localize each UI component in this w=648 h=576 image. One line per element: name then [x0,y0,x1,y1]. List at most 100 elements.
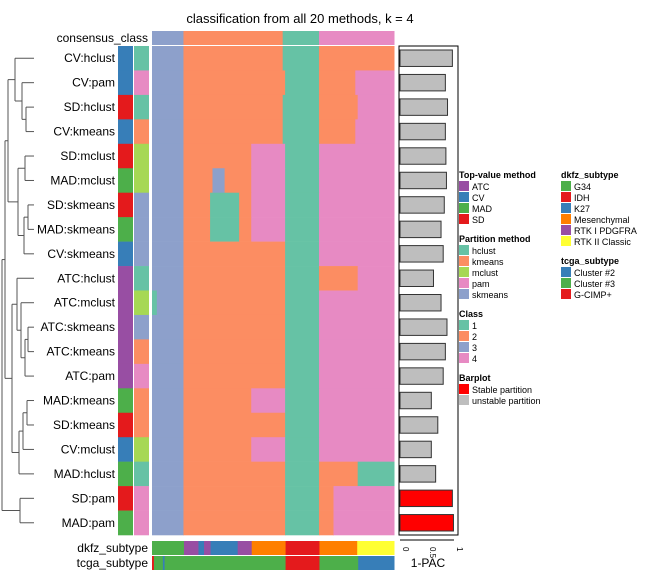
top-value-method-cell [118,70,133,96]
legend-item-label: skmeans [472,290,509,300]
legend-item-label: pam [472,279,490,289]
heatmap-cell [152,437,184,462]
heatmap-cell [318,363,395,389]
heatmap-cell [355,119,395,145]
legend-swatch [459,342,469,352]
legend-swatch [459,289,469,299]
pac-bar [399,489,453,508]
pac-bar [399,440,432,459]
legend-swatch [561,236,571,246]
heatmap-cell [183,290,286,316]
pac-bar [399,49,453,67]
pac-bar [399,294,442,312]
row-label: MAD:mclust [50,173,115,187]
legend-swatch [561,214,571,224]
heatmap-cell [285,168,320,193]
legend-swatch [459,353,469,363]
heatmap-cell [285,510,320,536]
heatmap-cell [285,192,320,218]
heatmap-cell [224,168,252,193]
heatmap-body: CV:hclust CV:pam SD:hclust CV:kmeans SD:mclu… [37,31,637,570]
heatmap-cell [318,119,356,145]
legend-swatch [561,267,571,277]
heatmap-cell [183,94,284,120]
heatmap-cell [318,412,395,438]
heatmap-cell [251,192,286,218]
subtype-segment [358,556,395,570]
top-value-method-cell [118,217,133,242]
subtype-segment [152,541,185,555]
heatmap-cell [183,339,286,365]
subtype-segment [162,556,166,570]
legend-item-label: 1 [472,321,477,331]
legend-item-label: 2 [472,332,477,342]
top-value-method-cell [118,168,133,193]
bottom-annotation-label: tcga_subtype [77,556,149,570]
top-value-method-cell [118,192,133,218]
row-label: SD:hclust [64,100,116,114]
row-label: SD:skmeans [47,198,115,212]
legend-swatch [459,203,469,213]
heatmap-cell [183,46,284,71]
barplot-xlabel: 1-PAC [411,556,446,570]
legend-title: Class [459,309,483,319]
legend-item-label: G34 [574,182,591,192]
heatmap-cell [318,437,395,462]
partition-method-cell [134,314,149,340]
heatmap-cell [183,241,286,267]
legend-item-label: Stable partition [472,385,532,395]
partition-method-cell [134,437,149,462]
heatmap-cell [318,314,395,340]
heatmap-cell [183,70,286,96]
heatmap-cell [318,510,334,536]
legend-item-label: Cluster #3 [574,279,615,289]
heatmap-cell [212,168,226,193]
row-label: MAD:kmeans [43,394,115,408]
heatmap-cell [282,46,320,71]
subtype-segment [153,556,164,570]
heatmap-cell [183,192,211,218]
heatmap-cell [152,486,184,511]
pac-bar [399,514,454,532]
heatmap-cell [318,241,395,267]
heatmap-cell [183,266,286,291]
barplot-tick-label: 0 [401,547,410,552]
subtype-segment [357,541,395,555]
heatmap-cell [183,486,286,511]
pac-bar [399,465,437,483]
heatmap-cell [183,119,284,145]
heatmap-cell [318,266,359,291]
partition-method-cell [134,192,149,218]
heatmap-cell [156,290,184,316]
consensus-segment [318,31,395,45]
heatmap-cell [285,461,320,487]
heatmap-cell [318,70,356,96]
partition-method-cell [134,388,149,414]
heatmap-cell [285,217,320,242]
pac-bar [399,245,444,263]
legend-title: Partition method [459,234,531,244]
pac-bar [399,367,444,385]
heatmap-cell [355,70,395,96]
pac-bar [399,391,432,410]
partition-method-cell [134,168,149,193]
heatmap-cell [152,290,158,316]
legend-item-label: kmeans [472,257,504,267]
heatmap-cell [285,70,320,96]
heatmap-cell [333,510,395,536]
row-label: SD:kmeans [53,418,115,432]
pac-bar [399,98,449,116]
row-label: SD:mclust [60,149,115,163]
pac-bar [399,73,446,92]
legend-item-label: Cluster #2 [574,268,615,278]
heatmap-cell [357,266,395,291]
heatmap-cell [282,119,320,145]
legend-title: tcga_subtype [561,256,619,266]
barplot-tick-label: 1 [455,547,464,552]
partition-method-cell [134,217,149,242]
legend-item-label: 3 [472,343,477,353]
row-label: CV:hclust [64,51,116,65]
legend-swatch [459,267,469,277]
bottom-annotation-label: dkfz_subtype [77,541,148,555]
